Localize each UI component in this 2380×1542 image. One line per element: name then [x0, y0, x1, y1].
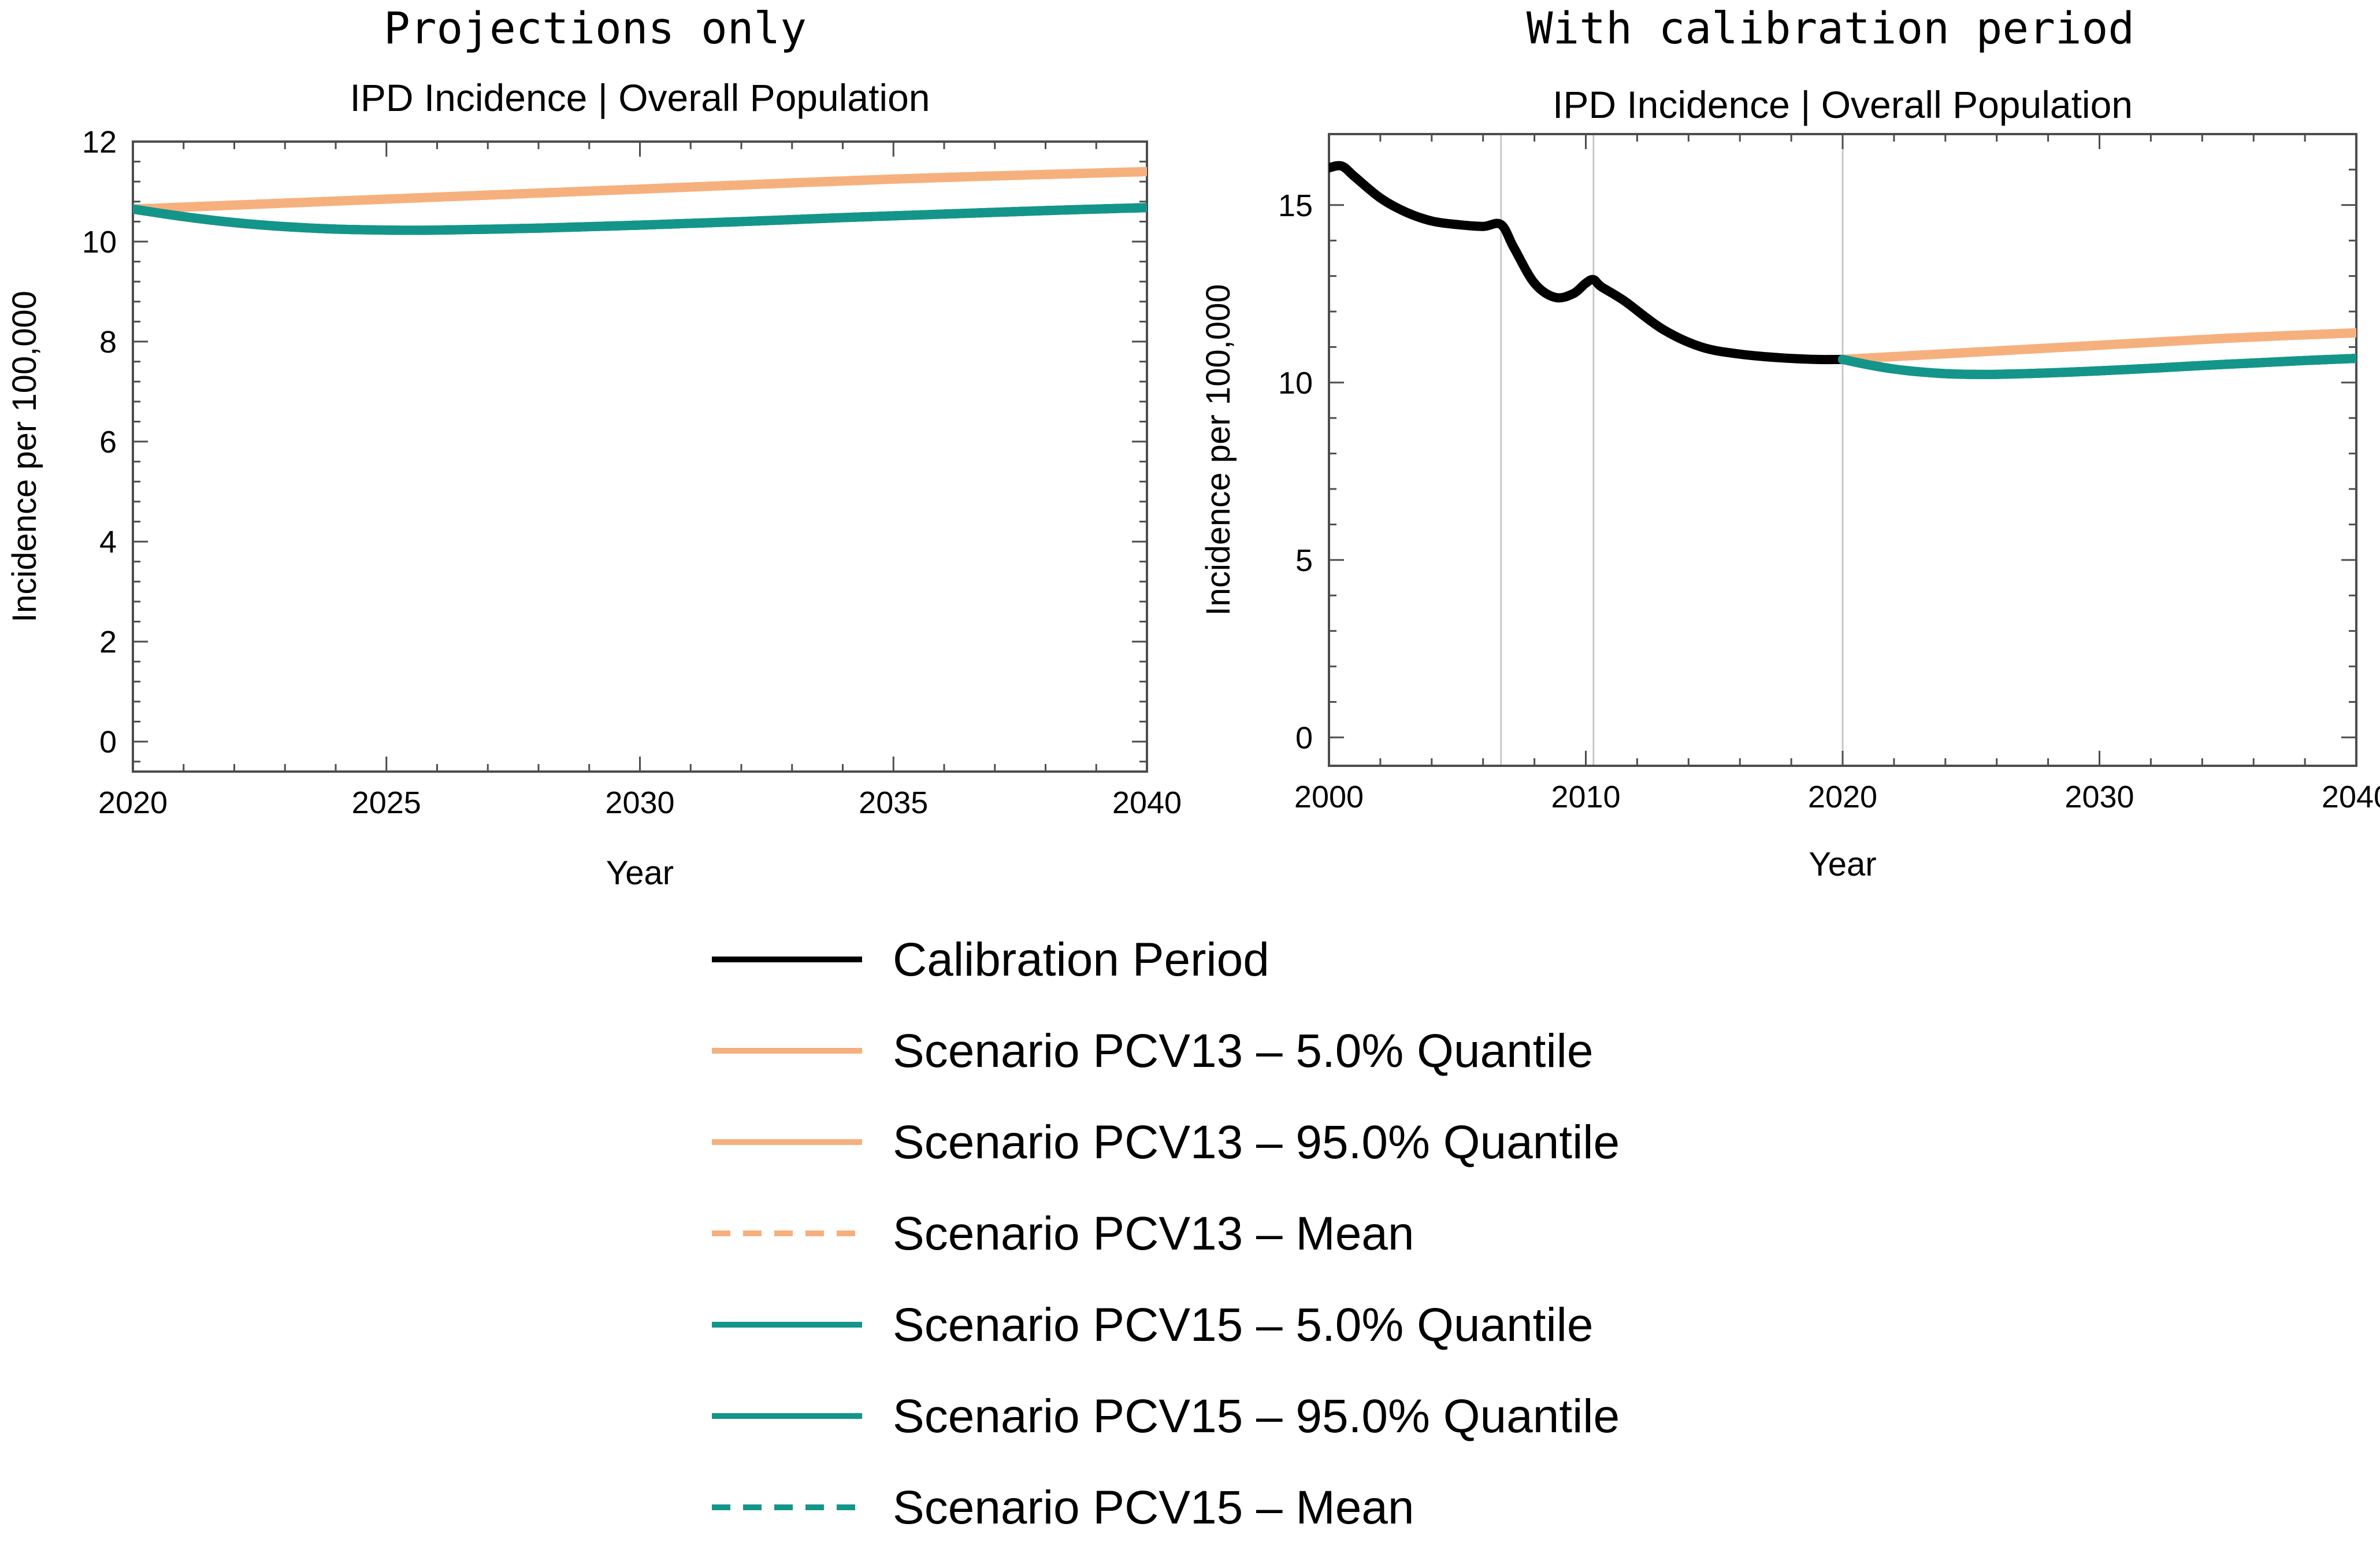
y-tick-label: 10 — [1278, 366, 1313, 401]
x-axis-label: Year — [1809, 846, 1876, 883]
y-tick-label: 4 — [99, 525, 117, 559]
y-tick-label: 5 — [1295, 543, 1313, 578]
plot-frame — [132, 140, 1148, 773]
x-tick-label: 2020 — [98, 785, 168, 820]
series-line-scenario-pcv15-mean — [1838, 354, 2356, 379]
panel-heading: Projections only — [384, 2, 807, 54]
legend-label: Scenario PCV15 – 5.0% Quantile — [893, 1299, 1594, 1351]
series-lines — [1329, 161, 2356, 379]
x-tick-label: 2000 — [1294, 780, 1364, 814]
legend-label: Scenario PCV15 – 95.0% Quantile — [893, 1390, 1620, 1443]
legend-label: Scenario PCV13 – 95.0% Quantile — [893, 1116, 1620, 1169]
y-tick-label: 2 — [99, 625, 117, 659]
x-tick-label: 2020 — [1808, 780, 1877, 814]
y-tick-label: 10 — [82, 225, 117, 260]
panel-projections-only: Projections only IPD Incidence | Overall … — [6, 2, 1182, 892]
y-tick-label: 15 — [1278, 188, 1313, 223]
legend-label: Scenario PCV13 – Mean — [893, 1207, 1414, 1260]
y-axis-label: Incidence per 100,000 — [6, 291, 43, 622]
y-tick-label: 8 — [99, 325, 117, 359]
y-axis-label: Incidence per 100,000 — [1200, 284, 1237, 616]
plot-title: IPD Incidence | Overall Population — [350, 76, 930, 119]
x-tick-label: 2030 — [2065, 780, 2134, 814]
x-tick-label: 2030 — [605, 785, 674, 820]
y-tick-label: 12 — [82, 125, 117, 160]
x-axis-label: Year — [606, 854, 674, 892]
y-tick-label: 6 — [99, 425, 117, 459]
legend-label: Scenario PCV13 – 5.0% Quantile — [893, 1025, 1594, 1077]
series-line-scenario-pcv13-mean — [133, 166, 1147, 214]
x-tick-label: 2025 — [352, 785, 421, 820]
panel-heading: With calibration period — [1527, 2, 2134, 54]
x-tick-label: 2040 — [1112, 785, 1182, 820]
plot-title: IPD Incidence | Overall Population — [1553, 83, 2133, 126]
series-lines — [133, 166, 1147, 235]
x-tick-label: 2010 — [1551, 780, 1620, 814]
series-line-scenario-pcv13-mean — [1838, 328, 2356, 364]
legend: Calibration Period Scenario PCV13 – 5.0% … — [712, 933, 1620, 1534]
panel-with-calibration-period: With calibration period IPD Incidence | O… — [1200, 2, 2380, 883]
legend-label: Calibration Period — [893, 933, 1269, 986]
series-line-scenario-pcv15-mean — [133, 203, 1147, 235]
y-tick-label: 0 — [99, 725, 117, 759]
series-line-calibration-period — [1329, 161, 1847, 365]
x-tick-label: 2035 — [859, 785, 928, 820]
y-tick-label: 0 — [1295, 721, 1313, 755]
x-tick-label: 2040 — [2322, 780, 2380, 814]
legend-label: Scenario PCV15 – Mean — [893, 1481, 1414, 1534]
